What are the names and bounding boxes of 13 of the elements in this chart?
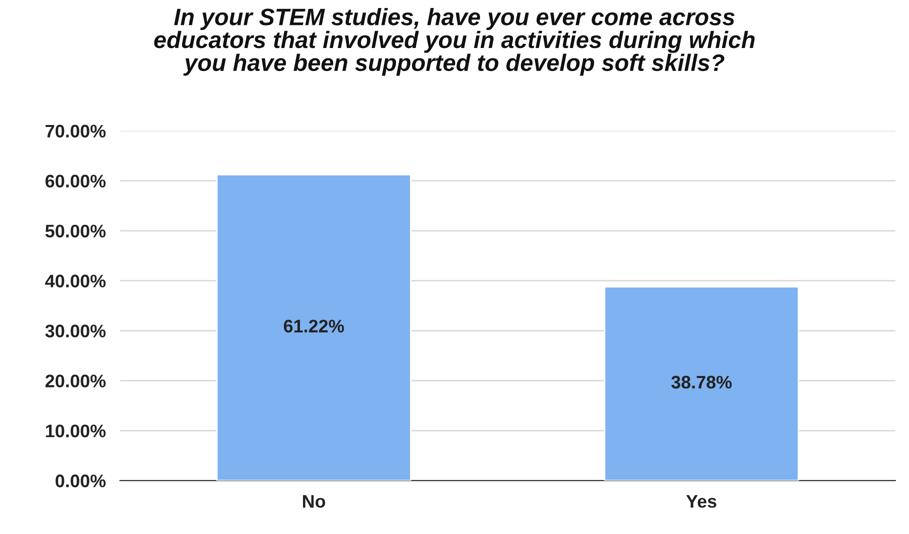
y-tick-label: 50.00% xyxy=(45,224,106,238)
y-tick-label: 10.00% xyxy=(46,424,106,438)
y-tick-label: 30.00% xyxy=(45,324,106,338)
y-tick-label: 60.00% xyxy=(46,174,106,188)
y-tick-label: 20.00% xyxy=(45,374,106,388)
chart-title: In your STEM studies, have you ever come across educators that involved you in activities during which you have been supported to develop soft skills? xyxy=(154,8,755,76)
x-tick-label: No xyxy=(303,495,326,508)
x-tick-label: Yes xyxy=(686,495,716,508)
y-tick-label: 0.00% xyxy=(56,474,106,488)
y-tick-label: 40.00% xyxy=(45,274,106,288)
data-label: 38.78% xyxy=(671,376,732,389)
y-tick-label: 70.00% xyxy=(46,124,106,138)
data-label: 61.22% xyxy=(284,320,344,332)
